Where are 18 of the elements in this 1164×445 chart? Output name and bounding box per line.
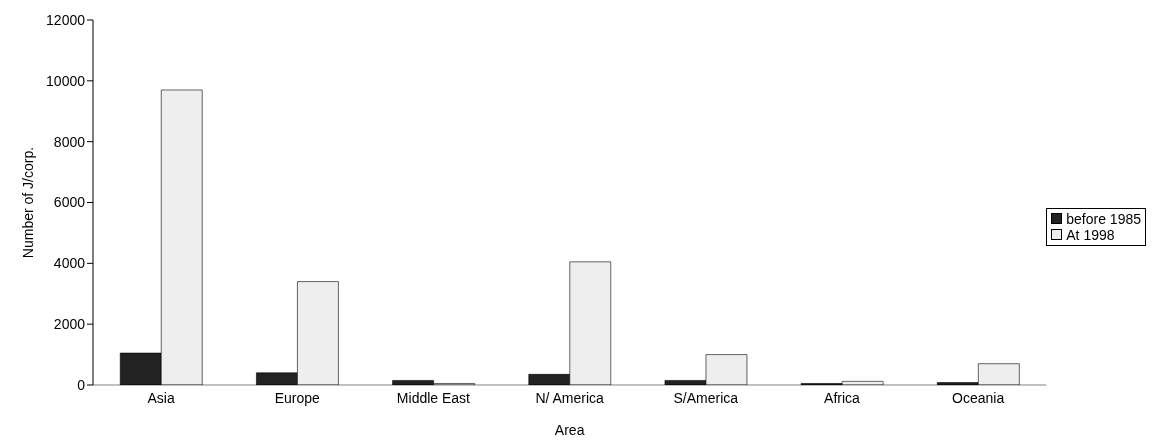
y-axis-title: Number of J/corp. <box>19 146 36 259</box>
x-tick-label: N/ America <box>535 389 605 406</box>
x-tick-label: S/America <box>673 389 739 406</box>
y-tick-label: 8000 <box>53 133 86 150</box>
legend-label: before 1985 <box>1066 210 1141 227</box>
y-tick-label: 6000 <box>53 194 86 211</box>
y-tick-label: 10000 <box>46 72 86 89</box>
legend-label: At 1998 <box>1066 226 1115 243</box>
x-axis-title: Area <box>554 422 585 438</box>
x-tick-label: Asia <box>147 389 175 406</box>
x-tick-label: Middle East <box>396 389 471 406</box>
y-tick-label: 4000 <box>53 255 86 272</box>
y-tick-label: 0 <box>77 376 86 393</box>
x-tick-label: Oceania <box>952 389 1005 406</box>
x-tick-label: Europe <box>274 389 321 406</box>
x-tick-label: Africa <box>824 389 861 406</box>
y-tick-label: 2000 <box>53 316 86 333</box>
y-tick-label: 12000 <box>46 11 86 28</box>
